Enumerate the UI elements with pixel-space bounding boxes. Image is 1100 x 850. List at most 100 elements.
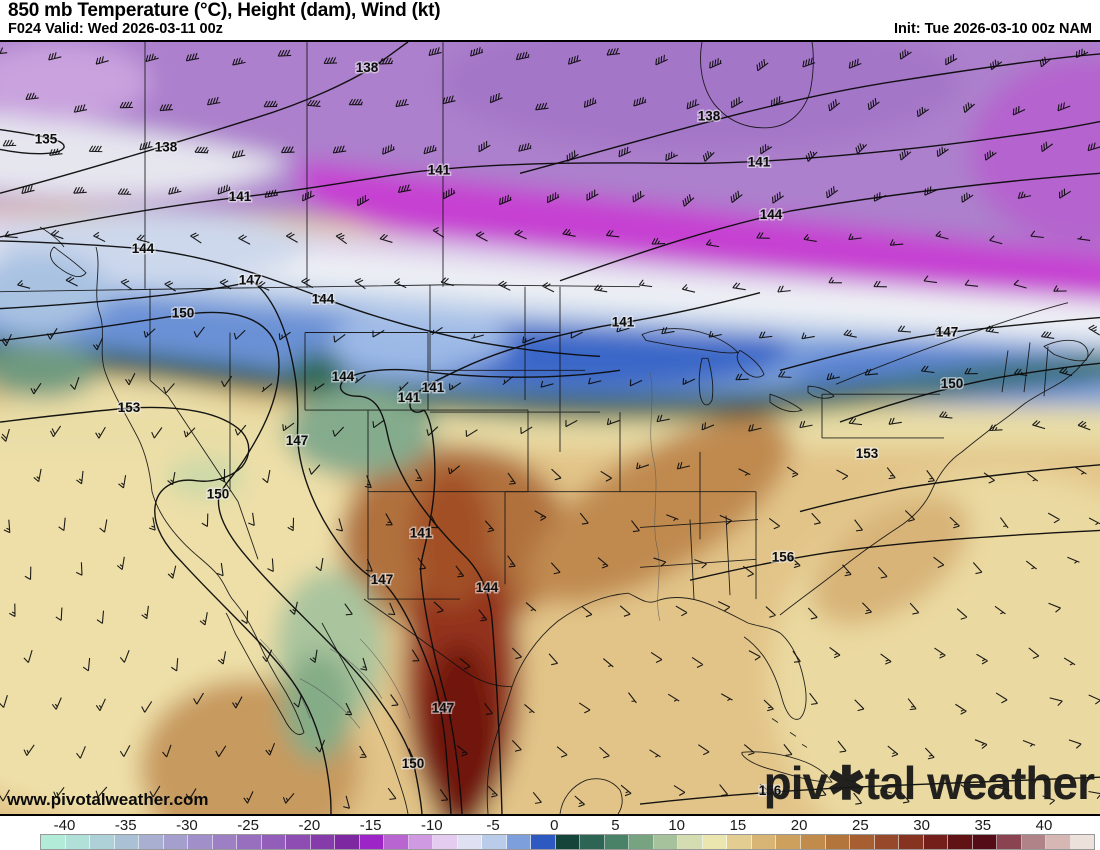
colorbar-cell (1070, 835, 1095, 849)
temperature-height-wind-map: 135 138 138 138 141 141 141 144 144 144 147 150 153 1… (0, 42, 1100, 814)
colorbar-tick: 40 (1035, 817, 1053, 834)
site-url-label: www.pivotalweather.com (7, 790, 209, 809)
model-init-label: Init: Tue 2026-03-10 00z NAM (894, 21, 1092, 37)
colorbar-ticks: -40 -35 -30 -25 -20 -15 -10 -5 0 5 10 15 20 25 30 35 40 (0, 817, 1100, 834)
colorbar-cell (506, 835, 532, 849)
colorbar-tick: 25 (852, 817, 869, 834)
height-contour-layer (0, 42, 1100, 814)
contour-label: 138 (698, 109, 721, 124)
contour-label: 156 (772, 549, 795, 564)
watermark-part1: piv (763, 757, 828, 809)
contour-label: 144 (760, 207, 783, 222)
contour-label: 141 (398, 390, 421, 405)
contour-label: 153 (856, 446, 879, 461)
geography-layer (0, 42, 1095, 814)
colorbar-cell (65, 835, 91, 849)
colorbar-cell (531, 835, 556, 849)
colorbar-cell (482, 835, 507, 849)
contour-label: 156 (759, 783, 782, 798)
contour-label: 147 (936, 325, 959, 340)
colorbar-tick: -5 (486, 817, 500, 834)
contour-label: 135 (35, 132, 58, 147)
contour-label: 147 (239, 273, 262, 288)
contour-label: 150 (207, 487, 230, 502)
colorbar-tick: 15 (729, 817, 747, 834)
colorbar-cell (408, 835, 434, 849)
rivers-and-minor-borders (259, 372, 661, 729)
colorbar-tick: 10 (668, 817, 686, 834)
wind-barb (0, 47, 1100, 809)
contour-label: 141 (229, 189, 252, 204)
colorbar-tick: 0 (550, 817, 559, 834)
contour-label: 141 (410, 525, 433, 540)
colorbar-tick: 30 (913, 817, 930, 834)
colorbar (40, 834, 1095, 850)
colorbar-tick: -20 (298, 817, 321, 834)
contour-label: 147 (286, 433, 309, 448)
watermark-logo: piv✱tal weather (763, 757, 1095, 809)
watermark-star-icon: ✱ (827, 757, 866, 809)
colorbar-cell (653, 835, 679, 849)
colorbar-cell (678, 835, 703, 849)
contour-label: 141 (428, 162, 451, 177)
contour-label: 144 (332, 369, 355, 384)
colorbar-cell (457, 835, 483, 849)
map-canvas: 135 138 138 138 141 141 141 144 144 144 147 150 153 1… (0, 40, 1100, 816)
contour-label: 150 (402, 756, 425, 771)
watermark-part2: tal weather (864, 757, 1095, 809)
contour-label: 141 (748, 154, 771, 169)
contour-label: 153 (118, 400, 141, 415)
colorbar-cell (800, 835, 826, 849)
contour-label: 144 (132, 241, 155, 256)
colorbar-cell (702, 835, 728, 849)
colorbar-tick: -15 (359, 817, 382, 834)
colorbar-cell (310, 835, 336, 849)
colorbar-cell (899, 835, 924, 849)
colorbar-cell (139, 835, 164, 849)
contour-label-layer: 135 138 138 138 141 141 141 144 144 144 147 150 153 1… (33, 58, 965, 799)
colorbar-cell (555, 835, 581, 849)
colorbar-cell (286, 835, 311, 849)
temperature-field (0, 42, 1100, 814)
colorbar-cell (1046, 835, 1071, 849)
colorbar-cell (776, 835, 801, 849)
contour-label: 138 (155, 139, 178, 154)
forecast-valid-label: F024 Valid: Wed 2026-03-11 00z (8, 21, 223, 37)
colorbar-cell (433, 835, 458, 849)
contour-label: 138 (356, 60, 379, 75)
colorbar-cell (874, 835, 900, 849)
colorbar-cell (90, 835, 115, 849)
colorbar-cell (237, 835, 262, 849)
colorbar-tick: -35 (114, 817, 137, 834)
contour-label: 150 (941, 376, 964, 391)
colorbar-cell (114, 835, 140, 849)
contour-label: 147 (371, 572, 394, 587)
contour-label: 147 (432, 701, 455, 716)
colorbar-cell (212, 835, 238, 849)
colorbar-tick: -40 (53, 817, 76, 834)
colorbar-cell (261, 835, 287, 849)
colorbar-tick: 20 (790, 817, 808, 834)
colorbar-tick: -25 (237, 817, 259, 834)
page-title: 850 mb Temperature (°C), Height (dam), W… (8, 0, 441, 21)
colorbar-cell (727, 835, 752, 849)
contour-label: 150 (172, 306, 195, 321)
colorbar-cell (580, 835, 605, 849)
colorbar-tick: 5 (611, 817, 620, 834)
colorbar-tick: -30 (176, 817, 198, 834)
colorbar-cell (997, 835, 1022, 849)
colorbar-cell (1021, 835, 1047, 849)
colorbar-cell (972, 835, 998, 849)
colorbar-cell (384, 835, 409, 849)
contour-label: 144 (476, 580, 499, 595)
colorbar-cell (604, 835, 630, 849)
colorbar-cell (948, 835, 973, 849)
colorbar-cell (825, 835, 851, 849)
colorbar-cell (629, 835, 654, 849)
colorbar-cell (335, 835, 360, 849)
colorbar-cell (359, 835, 385, 849)
contour-label: 141 (612, 315, 635, 330)
wind-barb-layer (0, 47, 1100, 809)
colorbar-cell (163, 835, 189, 849)
